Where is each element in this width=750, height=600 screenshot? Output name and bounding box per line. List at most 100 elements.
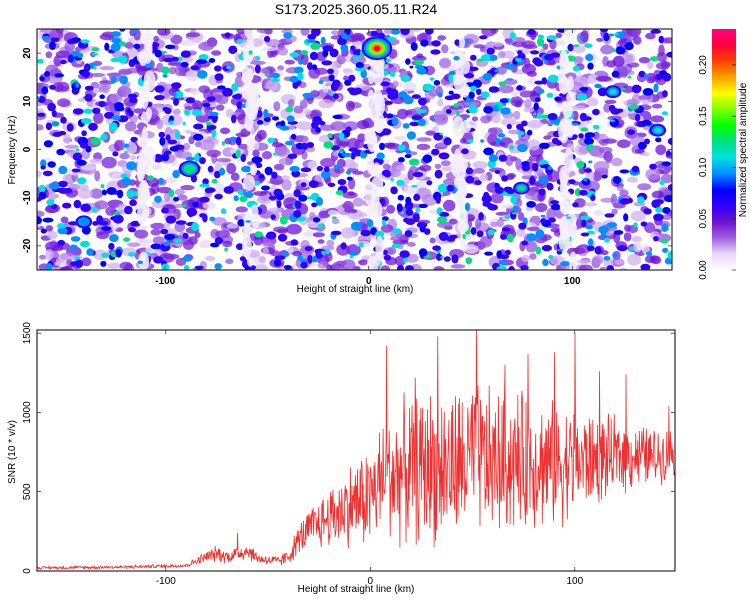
heatmap-cell (431, 118, 436, 122)
heatmap-cell (560, 121, 569, 134)
heatmap-cell (332, 93, 339, 100)
heatmap-cell (471, 116, 479, 122)
heatmap-cell (500, 260, 507, 266)
heatmap-cell (667, 184, 672, 191)
heatmap-cell (598, 225, 609, 234)
heatmap-cell (123, 143, 130, 148)
heatmap-cell (643, 73, 648, 78)
heatmap-cell (506, 233, 514, 243)
heatmap-cell (610, 193, 618, 206)
heatmap-cell (396, 264, 405, 270)
heatmap-cell (145, 107, 153, 120)
heatmap-cell (407, 242, 416, 247)
heatmap-cell (597, 87, 608, 97)
y-tick-label: 500 (22, 483, 33, 500)
heatmap-cell (173, 196, 180, 202)
heatmap-cell (539, 114, 550, 119)
heatmap-cell (433, 110, 445, 123)
heatmap-cell (83, 108, 93, 114)
heatmap-cell (261, 151, 273, 160)
heatmap-cell (521, 120, 528, 127)
heatmap-cell (366, 219, 374, 228)
heatmap-cell (604, 99, 617, 104)
heatmap-cell (465, 167, 474, 175)
heatmap-cell (603, 32, 610, 42)
heatmap-cell (202, 201, 216, 210)
heatmap-cell (345, 170, 352, 175)
heatmap-cell (562, 102, 573, 119)
heatmap-cell (539, 142, 550, 149)
heatmap-cell (494, 186, 504, 194)
heatmap-cell (291, 133, 297, 140)
heatmap-cell (157, 186, 172, 194)
heatmap-cell (271, 78, 280, 83)
heatmap-cell (659, 70, 667, 76)
heatmap-cell (240, 154, 247, 162)
heatmap-cell (189, 87, 200, 96)
heatmap-cell (390, 177, 394, 182)
colorbar-tick-label: 0.00 (698, 260, 709, 280)
heatmap-cell (496, 265, 507, 270)
heatmap-cell (405, 218, 416, 226)
heatmap-cell (431, 148, 440, 156)
heatmap-cell (225, 108, 234, 118)
heatmap-cell (310, 42, 321, 50)
heatmap-cell (606, 60, 616, 68)
heatmap-cell (559, 200, 572, 213)
heatmap-cell (481, 194, 492, 204)
heatmap-cell (628, 104, 640, 110)
heatmap-cell (536, 37, 545, 47)
heatmap-cell (356, 120, 370, 130)
heatmap-cell (624, 42, 634, 51)
heatmap-cell (592, 255, 604, 265)
heatmap-cell (584, 202, 598, 207)
heatmap-cell (219, 167, 226, 176)
heatmap-cell (440, 256, 444, 259)
heatmap-cell (58, 187, 68, 194)
heatmap-cell (300, 167, 312, 173)
heatmap-cell (167, 139, 178, 145)
heatmap-cell (375, 230, 385, 237)
heatmap-cell (177, 194, 188, 201)
heatmap-cell (642, 88, 654, 96)
heatmap-cell (392, 80, 399, 88)
heatmap-cell (253, 191, 268, 196)
heatmap-cell (80, 240, 90, 248)
heatmap-cell (219, 127, 231, 135)
heatmap-cell (97, 220, 109, 226)
heatmap-cell (37, 96, 40, 100)
heatmap-cell (452, 116, 465, 137)
heatmap-cell (110, 42, 121, 52)
heatmap-cell (412, 171, 424, 178)
heatmap-cell (479, 236, 493, 248)
heatmap-cell (546, 92, 554, 98)
heatmap-cell (255, 55, 260, 61)
heatmap-cell (300, 50, 309, 56)
heatmap-cell (349, 251, 358, 256)
heatmap-cell (496, 250, 503, 259)
heatmap-cell (37, 102, 44, 107)
heatmap-cell (627, 75, 632, 79)
heatmap-cell (75, 82, 80, 88)
heatmap-cell (516, 123, 524, 131)
heatmap-cell (504, 249, 511, 256)
heatmap-cell (57, 98, 71, 108)
heatmap-cell (627, 253, 642, 266)
heatmap-cell (60, 116, 67, 124)
heatmap-cell (150, 243, 162, 250)
heatmap-cell (304, 246, 313, 252)
heatmap-cell (658, 44, 665, 57)
heatmap-cell (399, 250, 410, 258)
snr-y-ticks: 0 500 1000 1500 (22, 322, 675, 574)
heatmap-cell (52, 82, 64, 92)
heatmap-cell (415, 64, 424, 70)
heatmap-cell (261, 242, 275, 247)
heatmap-cell (54, 73, 64, 78)
heatmap-cell (661, 214, 672, 221)
heatmap-cell (527, 119, 544, 129)
heatmap-cell (494, 69, 500, 73)
heatmap-cell (499, 98, 509, 104)
heatmap-cell (497, 50, 506, 59)
heatmap-cell (236, 29, 246, 35)
heatmap-cell (161, 66, 170, 75)
